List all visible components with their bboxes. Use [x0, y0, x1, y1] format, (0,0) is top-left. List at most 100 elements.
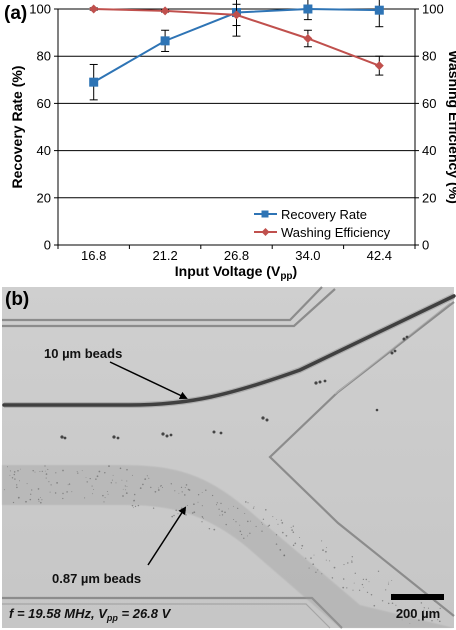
small-bead: [150, 486, 152, 489]
small-bead: [20, 468, 21, 470]
small-bead: [201, 505, 203, 507]
small-bead: [44, 470, 46, 472]
small-bead: [45, 477, 47, 479]
x-axis-ticks: 16.8 21.2 26.8 34.0 42.4: [57, 245, 416, 263]
y-left-tick-label: 20: [37, 190, 51, 205]
small-bead: [107, 493, 109, 495]
large-beads-label: 10 µm beads: [44, 346, 122, 361]
small-bead: [161, 486, 164, 488]
small-bead: [245, 501, 247, 503]
small-bead: [213, 528, 216, 531]
small-bead: [17, 470, 19, 472]
small-bead: [331, 577, 334, 579]
small-bead: [301, 544, 304, 547]
small-bead: [290, 526, 292, 528]
particle-cluster: [314, 381, 318, 385]
small-bead: [215, 504, 218, 506]
small-bead: [220, 502, 222, 505]
small-bead: [235, 521, 237, 523]
small-bead: [171, 515, 173, 518]
y-right-tick-label: 20: [422, 190, 436, 205]
small-bead: [37, 488, 40, 490]
small-bead: [133, 507, 135, 509]
small-bead: [125, 489, 127, 491]
small-bead: [197, 501, 199, 503]
small-bead: [187, 488, 190, 491]
small-bead: [95, 478, 97, 480]
y-right-tick-label: 60: [422, 96, 436, 111]
small-bead: [250, 520, 252, 522]
small-bead: [325, 547, 327, 549]
y-left-tick-label: 100: [29, 2, 51, 17]
small-bead: [373, 604, 376, 607]
small-beads-label: 0.87 µm beads: [52, 571, 141, 586]
legend-marker-washing: [261, 228, 270, 236]
small-bead: [11, 477, 14, 479]
small-bead: [173, 514, 175, 517]
small-bead: [395, 604, 397, 606]
series-washing-efficiency: [89, 3, 384, 76]
chart-series: [89, 0, 384, 101]
particle-cluster: [390, 351, 394, 355]
small-bead: [342, 578, 345, 580]
small-bead: [111, 479, 113, 481]
y-left-tick-label: 80: [37, 49, 51, 64]
particle-cluster: [318, 380, 322, 384]
small-bead: [17, 496, 20, 499]
small-bead: [211, 494, 214, 497]
small-bead: [62, 492, 64, 495]
small-bead: [48, 481, 50, 483]
small-bead: [272, 516, 274, 518]
data-point: [303, 4, 313, 14]
small-bead: [280, 519, 283, 521]
small-bead: [292, 525, 294, 527]
small-bead: [221, 510, 223, 513]
small-bead: [203, 517, 204, 519]
small-bead: [174, 490, 176, 492]
y-axis-right-ticks: 0 20 40 60 80 100: [415, 2, 444, 253]
small-bead: [308, 567, 310, 569]
small-bead: [39, 471, 41, 472]
small-bead: [244, 513, 246, 514]
small-bead: [122, 488, 124, 490]
small-bead: [131, 474, 133, 476]
small-bead: [170, 483, 172, 485]
small-bead: [342, 586, 345, 589]
small-bead: [49, 491, 51, 493]
small-bead: [301, 547, 303, 550]
small-bead: [45, 473, 48, 475]
small-bead: [387, 602, 390, 605]
small-bead: [347, 562, 349, 564]
small-bead: [104, 471, 106, 474]
small-bead: [62, 469, 64, 472]
scale-bar: [391, 594, 444, 600]
small-bead: [281, 522, 284, 524]
y-axis-right-label: Washing Efficiency (%): [446, 50, 456, 204]
small-bead: [343, 564, 345, 566]
small-bead: [205, 489, 207, 491]
channel-wall-lower-inner: [2, 603, 331, 629]
small-bead: [329, 560, 331, 562]
small-bead: [201, 491, 203, 493]
small-bead: [41, 470, 43, 472]
scale-bar-label: 200 µm: [396, 606, 440, 621]
small-bead: [427, 607, 430, 609]
small-bead: [351, 556, 353, 558]
particle-cluster: [161, 432, 165, 436]
small-bead: [157, 489, 160, 491]
x-tick-label: 26.8: [224, 248, 249, 263]
channel-wall-upper-top: [2, 286, 323, 322]
small-bead: [325, 550, 327, 553]
small-bead: [102, 494, 104, 497]
small-bead: [255, 525, 257, 528]
small-bead: [365, 578, 368, 581]
small-bead: [261, 530, 263, 532]
y-left-tick-label: 40: [37, 143, 51, 158]
small-bead: [208, 527, 211, 530]
data-point: [374, 5, 384, 15]
small-bead: [368, 581, 370, 583]
small-bead: [31, 489, 33, 491]
small-beads-arrow: [147, 506, 187, 566]
small-bead: [38, 500, 40, 502]
small-bead: [333, 566, 336, 569]
